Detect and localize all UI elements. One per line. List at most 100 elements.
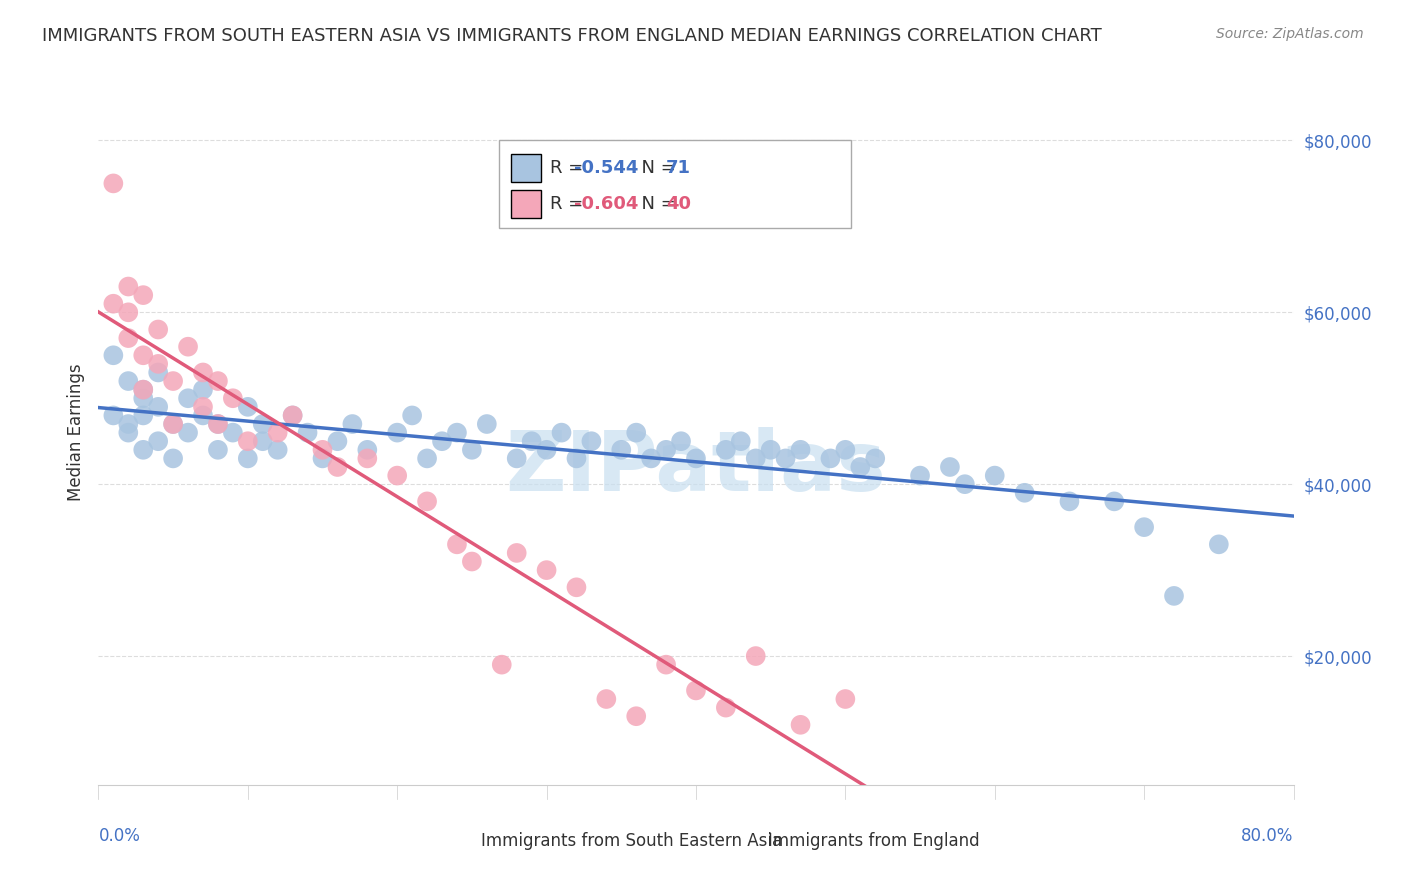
Point xyxy=(759,442,782,457)
Point xyxy=(655,442,678,457)
Point xyxy=(162,451,184,466)
Point xyxy=(820,451,842,466)
Point xyxy=(430,434,453,449)
Point xyxy=(416,451,439,466)
FancyBboxPatch shape xyxy=(510,189,541,218)
Text: Source: ZipAtlas.com: Source: ZipAtlas.com xyxy=(1216,27,1364,41)
Point xyxy=(865,451,887,466)
Point xyxy=(565,580,588,594)
Point xyxy=(252,417,274,431)
Point xyxy=(177,340,200,354)
Point xyxy=(1208,537,1230,551)
Point xyxy=(103,409,125,423)
Point xyxy=(342,417,364,431)
Point xyxy=(520,434,543,449)
Point xyxy=(655,657,678,672)
Point xyxy=(849,460,872,475)
Point xyxy=(356,442,378,457)
Point xyxy=(236,434,259,449)
Point xyxy=(506,451,529,466)
Point xyxy=(640,451,662,466)
Point xyxy=(297,425,319,440)
Point xyxy=(191,383,214,397)
Point xyxy=(117,417,139,431)
Point xyxy=(626,425,648,440)
Point xyxy=(356,451,378,466)
Point xyxy=(461,555,484,569)
Point xyxy=(745,648,768,663)
Text: 0.0%: 0.0% xyxy=(98,827,141,846)
Point xyxy=(103,348,125,362)
Point xyxy=(267,425,290,440)
Point xyxy=(595,692,617,706)
Point xyxy=(103,296,125,310)
Point xyxy=(191,409,214,423)
Point xyxy=(581,434,603,449)
Point xyxy=(252,434,274,449)
Point xyxy=(162,374,184,388)
Point xyxy=(207,374,229,388)
Point xyxy=(236,400,259,414)
Point xyxy=(475,417,498,431)
Point xyxy=(565,451,588,466)
Point xyxy=(610,442,633,457)
Point xyxy=(1014,485,1036,500)
Point xyxy=(311,442,333,457)
Point xyxy=(117,374,139,388)
Point xyxy=(191,400,214,414)
Point xyxy=(446,425,468,440)
Point xyxy=(939,460,962,475)
Point xyxy=(117,305,139,319)
FancyBboxPatch shape xyxy=(733,830,762,852)
Point xyxy=(177,425,200,440)
Point xyxy=(685,451,707,466)
Text: 71: 71 xyxy=(666,160,692,178)
Y-axis label: Median Earnings: Median Earnings xyxy=(66,364,84,501)
Point xyxy=(446,537,468,551)
Point xyxy=(626,709,648,723)
Point xyxy=(162,417,184,431)
Point xyxy=(834,692,856,706)
Point xyxy=(148,366,170,380)
Point xyxy=(207,442,229,457)
Point xyxy=(117,425,139,440)
Point xyxy=(714,442,737,457)
Point xyxy=(1104,494,1126,508)
Point xyxy=(191,366,214,380)
Point xyxy=(669,434,692,449)
Point xyxy=(506,546,529,560)
Point xyxy=(745,451,768,466)
Point xyxy=(491,657,513,672)
Point xyxy=(984,468,1007,483)
FancyBboxPatch shape xyxy=(499,140,852,228)
Text: Immigrants from England: Immigrants from England xyxy=(768,831,980,849)
Point xyxy=(103,177,125,191)
Point xyxy=(132,391,155,405)
Point xyxy=(326,460,349,475)
Point xyxy=(177,391,200,405)
Point xyxy=(132,383,155,397)
Point xyxy=(148,434,170,449)
Point xyxy=(132,383,155,397)
Point xyxy=(953,477,976,491)
Point xyxy=(834,442,856,457)
Point xyxy=(117,279,139,293)
FancyBboxPatch shape xyxy=(510,154,541,183)
Point xyxy=(117,331,139,345)
Point xyxy=(207,417,229,431)
Point xyxy=(281,409,304,423)
Point xyxy=(326,434,349,449)
Point xyxy=(789,718,811,732)
Point xyxy=(461,442,484,457)
Text: -0.604: -0.604 xyxy=(574,194,638,212)
Text: R =: R = xyxy=(550,160,589,178)
Point xyxy=(714,700,737,714)
Point xyxy=(132,409,155,423)
Point xyxy=(775,451,797,466)
Point xyxy=(148,322,170,336)
Text: 40: 40 xyxy=(666,194,692,212)
Point xyxy=(730,434,752,449)
Point xyxy=(267,442,290,457)
Point xyxy=(908,468,931,483)
Point xyxy=(1133,520,1156,534)
